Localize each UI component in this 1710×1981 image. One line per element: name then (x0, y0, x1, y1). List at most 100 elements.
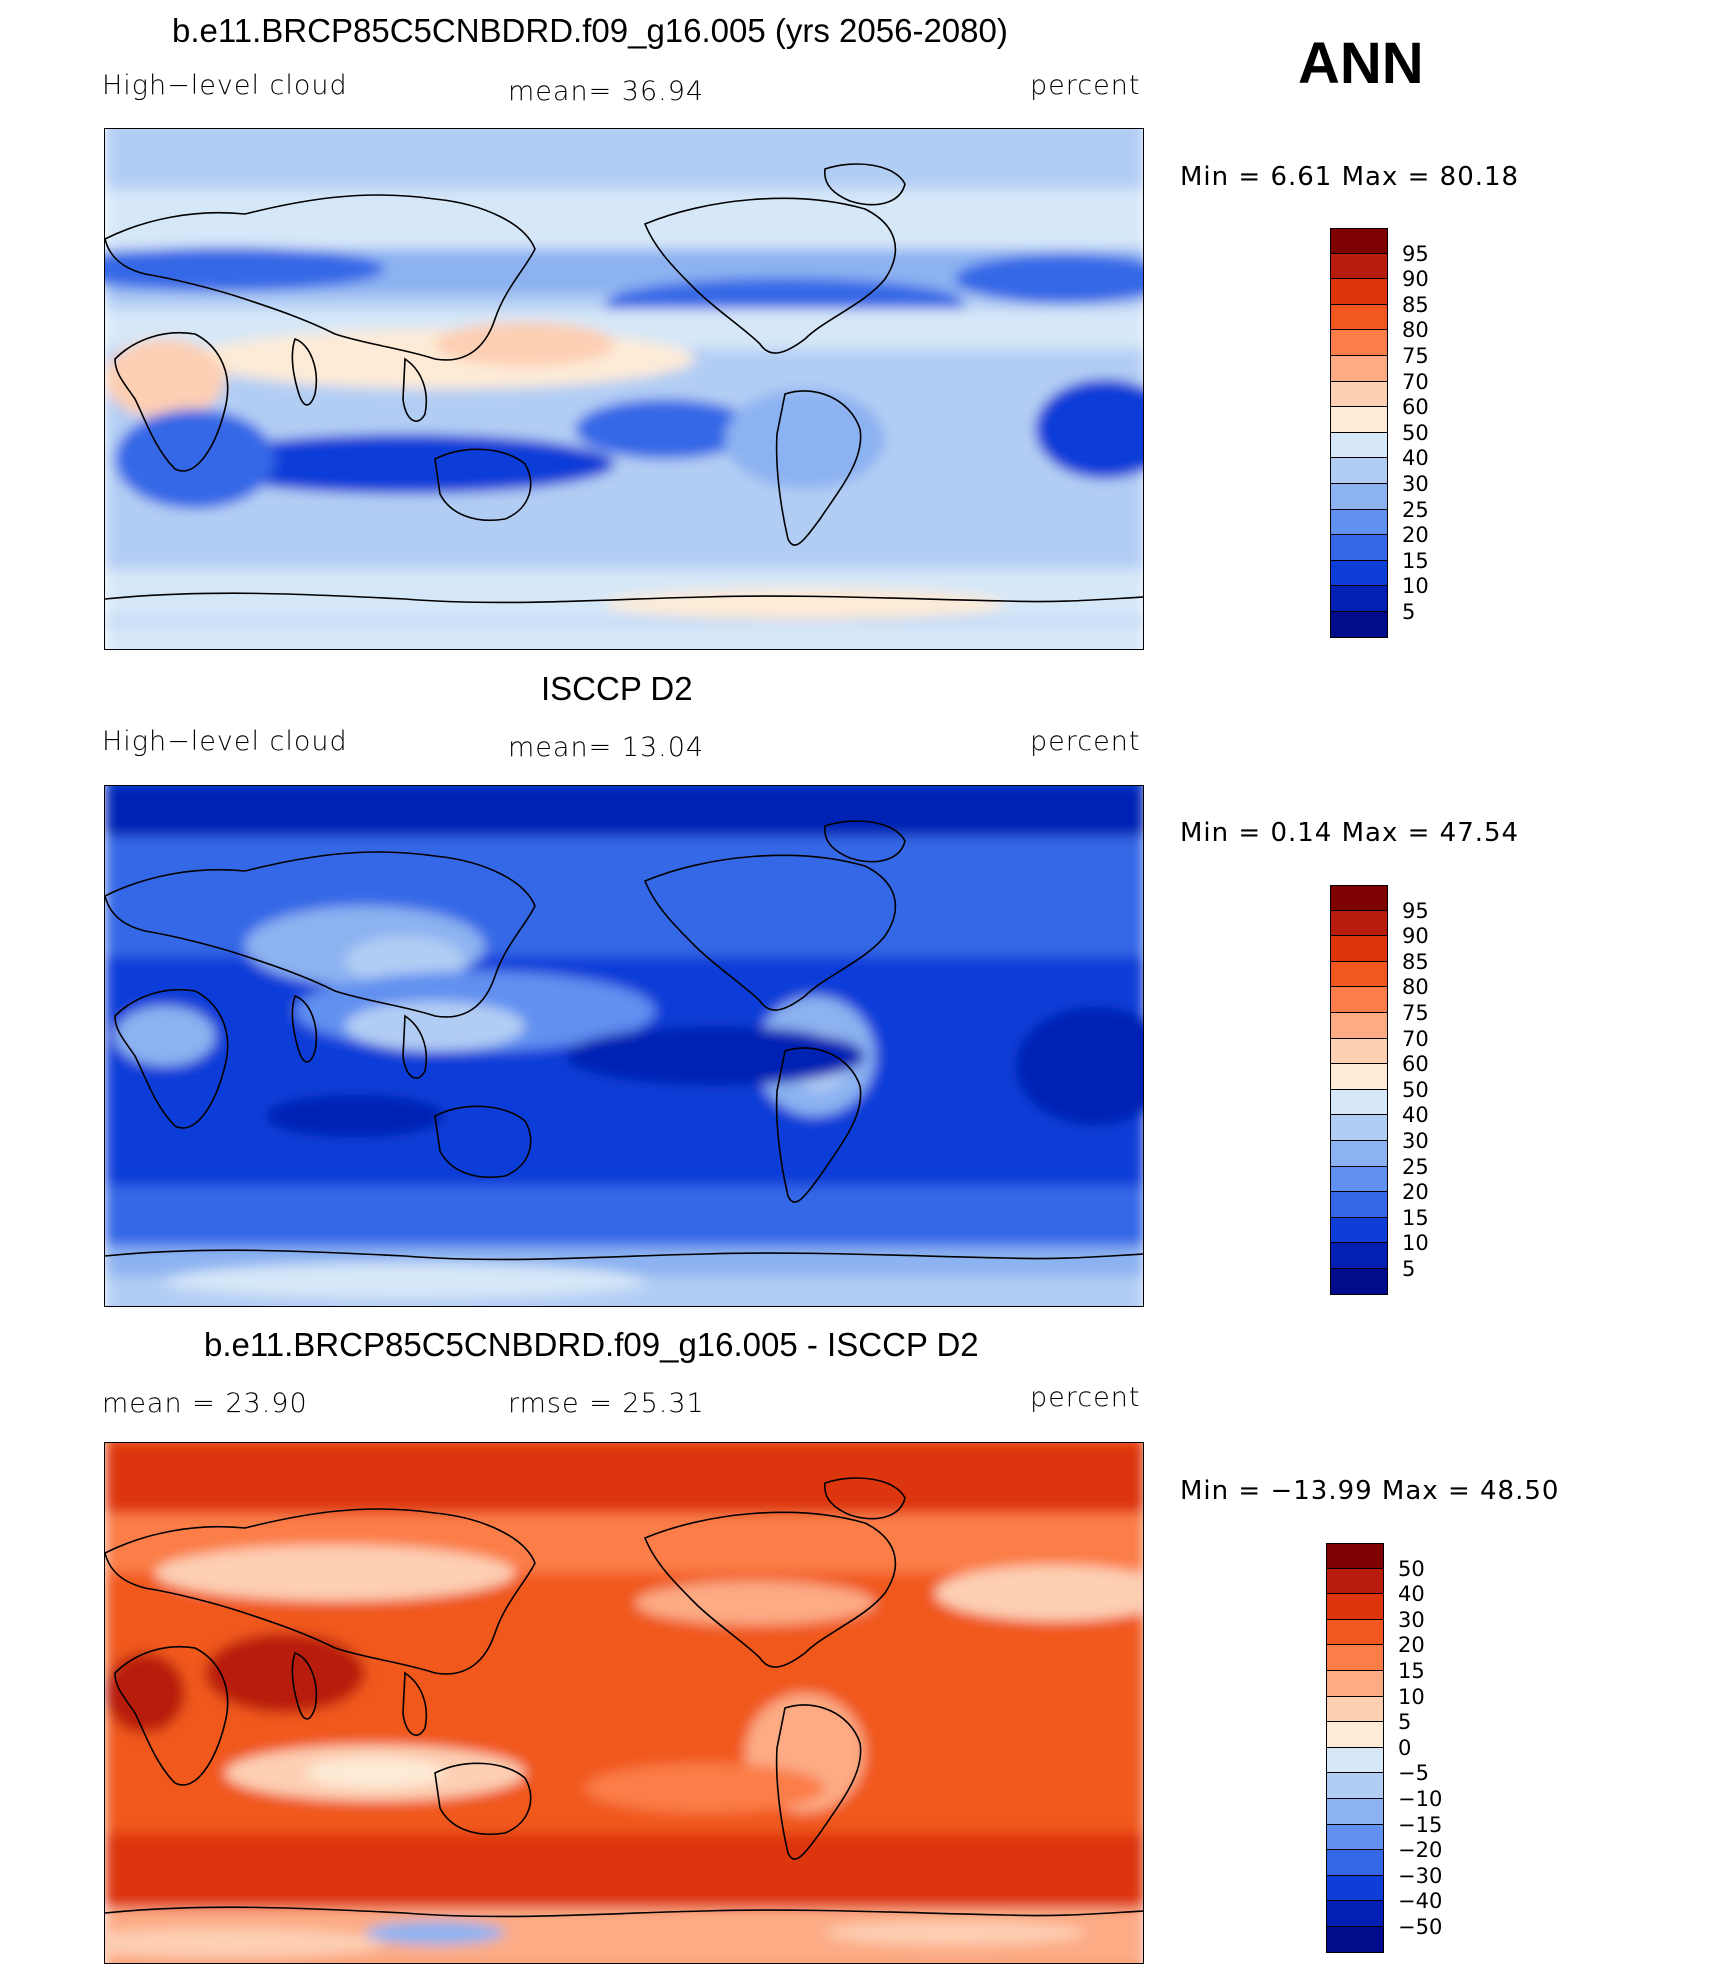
panel2-units-label: percent (1030, 726, 1141, 757)
colorbar-swatch (1326, 1824, 1384, 1851)
colorbar-swatch (1330, 381, 1388, 408)
colorbar-swatch (1326, 1619, 1384, 1646)
colorbar-tick-label: 60 (1402, 395, 1429, 420)
colorbar-tick-label: 40 (1402, 1103, 1429, 1128)
colorbar-swatch (1330, 304, 1388, 331)
panel1-variable-label: High−level cloud (102, 70, 348, 101)
colorbar-swatch (1330, 612, 1388, 638)
colorbar-tick-label: 10 (1398, 1684, 1425, 1709)
colorbar-tick-label: 90 (1402, 924, 1429, 949)
colorbar-swatch (1330, 458, 1388, 484)
colorbar-swatch (1330, 560, 1388, 587)
panel2-minmax: Min = 0.14 Max = 47.54 (1180, 818, 1520, 848)
colorbar-tick-label: 80 (1402, 318, 1429, 343)
colorbar-tick-label: 0 (1398, 1735, 1412, 1760)
colorbar-tick-label: −10 (1398, 1787, 1443, 1811)
colorbar-tick-label: 10 (1402, 574, 1429, 599)
colorbar-swatch (1330, 1089, 1388, 1116)
colorbar-tick-label: 95 (1402, 898, 1429, 923)
panel1-title: b.e11.BRCP85C5CNBDRD.f09_g16.005 (yrs 20… (172, 12, 1008, 49)
colorbar-tick-label: 80 (1402, 975, 1429, 1000)
colorbar-swatch (1330, 1217, 1388, 1244)
colorbar-tick-label: −50 (1398, 1915, 1443, 1939)
colorbar-swatch (1330, 535, 1388, 561)
panel1-mean-label: mean= 36.94 (508, 76, 705, 107)
colorbar-swatch (1326, 1645, 1384, 1671)
colorbar-swatch (1330, 1064, 1388, 1090)
colorbar-swatch (1330, 509, 1388, 536)
colorbar-frame (1330, 228, 1388, 638)
colorbar-swatch (1330, 910, 1388, 937)
colorbar-tick-label: 15 (1402, 548, 1429, 573)
colorbar-swatch (1326, 1594, 1384, 1620)
colorbar-swatch (1330, 936, 1388, 962)
panel1-units-label: percent (1030, 70, 1141, 101)
colorbar-swatch (1326, 1875, 1384, 1902)
colorbar-tick-label: 40 (1398, 1582, 1425, 1607)
colorbar-tick-label: 85 (1402, 292, 1429, 317)
colorbar-swatch (1330, 1038, 1388, 1065)
colorbar-tick-label: 50 (1402, 420, 1429, 445)
colorbar-tick-label: 30 (1402, 472, 1429, 496)
colorbar-swatch (1326, 1568, 1384, 1595)
colorbar-tick-label: 5 (1398, 1710, 1412, 1735)
colorbar-swatch (1326, 1799, 1384, 1825)
colorbar-tick-label: 30 (1398, 1607, 1425, 1632)
colorbar-swatch (1330, 885, 1388, 911)
colorbar-tick-label: 75 (1402, 344, 1429, 368)
panel2-map (104, 785, 1144, 1307)
panel3-minmax: Min = −13.99 Max = 48.50 (1180, 1476, 1560, 1506)
colorbar-tick-label: 85 (1402, 949, 1429, 974)
colorbar-tick-label: −5 (1398, 1761, 1429, 1786)
colorbar-tick-label: 50 (1398, 1556, 1425, 1581)
colorbar-tick-label: −30 (1398, 1863, 1443, 1888)
colorbar-swatch (1326, 1927, 1384, 1953)
colorbar-tick-label: 15 (1402, 1205, 1429, 1230)
colorbar-tick-label: 60 (1402, 1052, 1429, 1077)
panel3-map (104, 1442, 1144, 1964)
colorbar-swatch (1326, 1901, 1384, 1927)
colorbar-tick-label: 70 (1402, 369, 1429, 394)
colorbar-swatch (1330, 330, 1388, 356)
colorbar-swatch (1330, 1269, 1388, 1295)
colorbar-swatch (1330, 253, 1388, 280)
colorbar-tick-label: 25 (1402, 497, 1429, 522)
colorbar-frame (1326, 1543, 1384, 1953)
colorbar-tick-label: 30 (1402, 1129, 1429, 1153)
colorbar-swatch (1330, 484, 1388, 510)
colorbar-swatch (1330, 1141, 1388, 1167)
colorbar-swatch (1326, 1747, 1384, 1774)
colorbar-swatch (1326, 1696, 1384, 1723)
colorbar-frame (1330, 885, 1388, 1295)
panel3-title: b.e11.BRCP85C5CNBDRD.f09_g16.005 - ISCCP… (204, 1326, 979, 1363)
colorbar-swatch (1330, 586, 1388, 612)
panel3-units-label: percent (1030, 1382, 1141, 1413)
colorbar-tick-label: −40 (1398, 1889, 1443, 1914)
panel3-mean-label: mean = 23.90 (102, 1388, 308, 1419)
colorbar-swatch (1330, 961, 1388, 988)
colorbar-swatch (1330, 1166, 1388, 1193)
panel3-rmse-label: rmse = 25.31 (508, 1388, 705, 1419)
colorbar-tick-label: 70 (1402, 1026, 1429, 1051)
colorbar-swatch (1326, 1773, 1384, 1799)
colorbar-tick-label: 90 (1402, 267, 1429, 292)
panel2-title: ISCCP D2 (541, 670, 693, 707)
colorbar-swatch (1330, 1192, 1388, 1218)
colorbar-tick-label: 75 (1402, 1001, 1429, 1025)
colorbar-swatch (1326, 1850, 1384, 1876)
colorbar-tick-label: 5 (1402, 600, 1416, 624)
colorbar-tick-label: 10 (1402, 1231, 1429, 1256)
colorbar-swatch (1330, 987, 1388, 1013)
panel1-minmax: Min = 6.61 Max = 80.18 (1180, 162, 1520, 192)
colorbar-tick-label: −15 (1398, 1812, 1443, 1837)
colorbar-tick-label: 20 (1402, 523, 1429, 548)
colorbar-tick-label: −20 (1398, 1838, 1443, 1863)
colorbar-tick-label: 40 (1402, 446, 1429, 471)
panel2-mean-label: mean= 13.04 (508, 732, 705, 763)
panel1-map (104, 128, 1144, 650)
colorbar-swatch (1330, 1115, 1388, 1141)
colorbar-swatch (1330, 1013, 1388, 1039)
colorbar-swatch (1326, 1543, 1384, 1569)
colorbar-tick-label: 20 (1398, 1633, 1425, 1658)
colorbar-tick-label: 20 (1402, 1180, 1429, 1205)
